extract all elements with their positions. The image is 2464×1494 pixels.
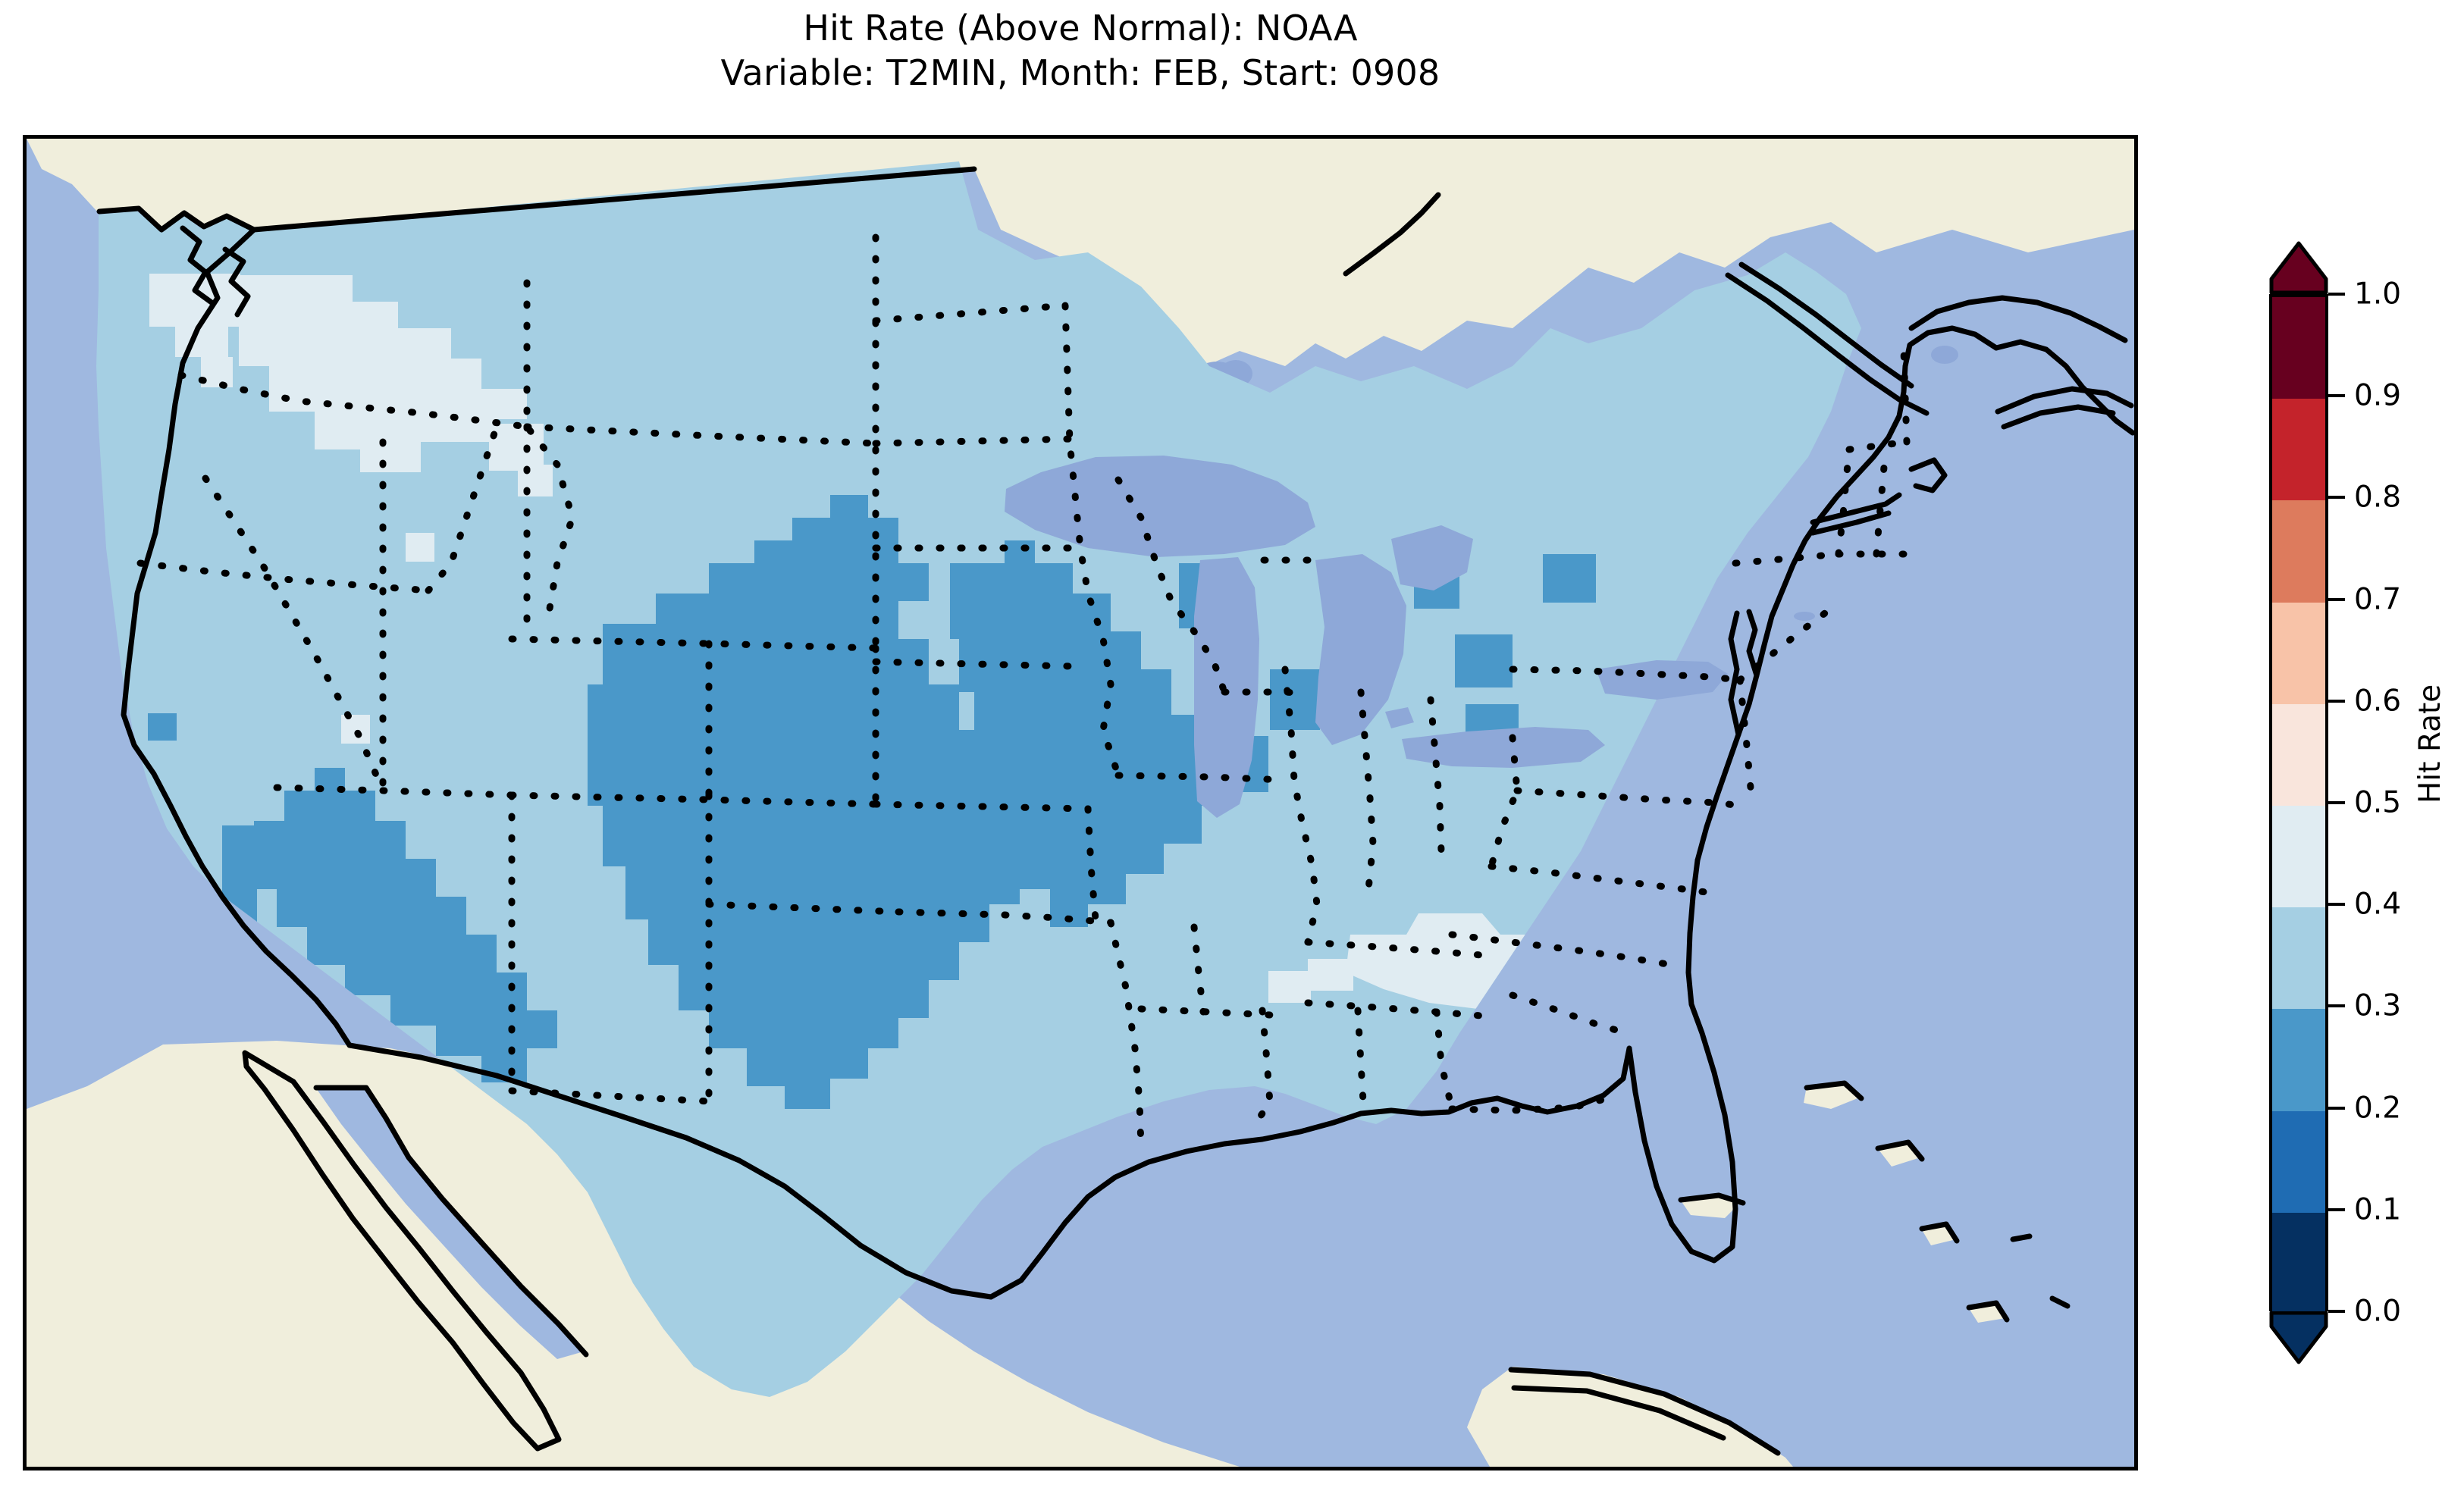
colorbar-tick-label: 0.6 (2354, 684, 2402, 719)
colorbar-segment-0.5-0.6 (2272, 703, 2325, 806)
colorbar-tick-mark (2328, 597, 2345, 601)
colorbar-segment-0.1-0.2 (2272, 1110, 2325, 1213)
colorbar-segment-0.7-0.8 (2272, 500, 2325, 603)
colorbar-segment-0.0-0.1 (2272, 1212, 2325, 1314)
colorbar-tick-label: 0.7 (2354, 582, 2402, 617)
colorbar-tick-mark (2328, 1207, 2345, 1211)
colorbar-tick-label: 0.4 (2354, 887, 2402, 922)
colorbar-tick-label: 0.5 (2354, 785, 2402, 820)
colorbar-tick-mark (2328, 903, 2345, 907)
coastline-layer (96, 166, 2134, 1456)
colorbar-segment-0.2-0.3 (2272, 1009, 2325, 1111)
colorbar-tick-mark (2328, 496, 2345, 500)
colorbar-tick-label: 0.0 (2354, 1294, 2402, 1329)
colorbar-tick-label: 0.8 (2354, 480, 2402, 515)
colorbar-axis-label: Hit Rate (2413, 684, 2447, 803)
colorbar-segment-0.6-0.7 (2272, 602, 2325, 704)
colorbar-tick-label: 0.3 (2354, 988, 2402, 1023)
colorbar-tick-mark (2328, 293, 2345, 296)
colorbar-tick-label: 1.0 (2354, 277, 2402, 312)
colorbar-under-arrow (2269, 1311, 2328, 1364)
colorbar-tick-label: 0.9 (2354, 378, 2402, 413)
map-axes[interactable] (23, 135, 2138, 1471)
colorbar-tick-mark (2328, 394, 2345, 398)
colorbar-tick-mark (2328, 1310, 2345, 1313)
great-lakes (1005, 456, 1728, 818)
colorbar-tick-label: 0.1 (2354, 1192, 2402, 1227)
map-plot (27, 139, 2134, 1467)
colorbar-tick-mark (2328, 699, 2345, 703)
page-title: Hit Rate (Above Normal): NOAA Variable: … (0, 6, 2161, 96)
title-line-1: Hit Rate (Above Normal): NOAA (803, 8, 1358, 49)
colorbar-segment-0.8-0.9 (2272, 399, 2325, 501)
colorbar-tick-label: 0.2 (2354, 1091, 2402, 1126)
colorbar-over-arrow (2269, 241, 2328, 294)
colorbar[interactable]: 1.0 0.9 0.8 0.7 0.6 0.5 0.4 0.3 0.2 0.1 0.0 Hit Ra… (2269, 241, 2464, 1370)
colorbar-tick-mark (2328, 1106, 2345, 1110)
colorbar-gradient[interactable] (2269, 294, 2328, 1314)
state-borders-layer (136, 233, 1911, 1151)
colorbar-tick-mark (2328, 801, 2345, 804)
colorbar-tick-mark (2328, 1004, 2345, 1008)
colorbar-segment-0.4-0.5 (2272, 806, 2325, 908)
title-line-2: Variable: T2MIN, Month: FEB, Start: 0908 (720, 52, 1440, 93)
colorbar-segment-0.3-0.4 (2272, 907, 2325, 1010)
colorbar-segment-0.9-1.0 (2272, 297, 2325, 399)
